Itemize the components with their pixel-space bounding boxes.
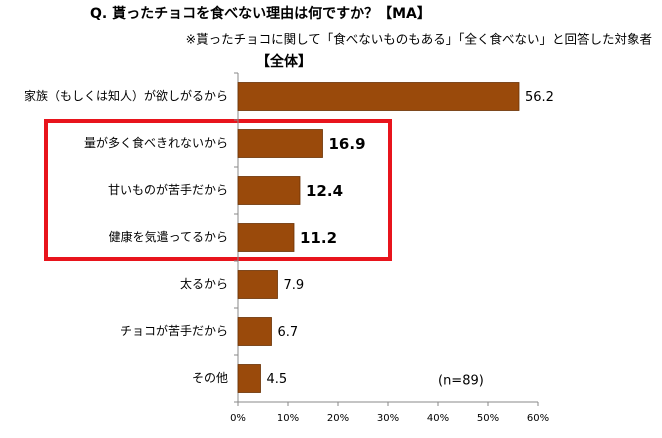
category-label: 量が多く食べきれないから [84, 135, 228, 150]
bar [237, 270, 278, 299]
highlight-box [44, 119, 392, 261]
x-tick-label: 30% [377, 413, 399, 424]
value-label: 56.2 [525, 90, 554, 105]
category-label: その他 [192, 371, 228, 385]
x-tick-label: 60% [527, 413, 549, 424]
x-tick-label: 20% [327, 413, 349, 424]
bar [237, 176, 301, 205]
category-label: 健康を気遣ってるから [109, 229, 228, 244]
x-tick-label: 10% [277, 413, 299, 424]
chart-subtitle: ※貰ったチョコに関して「食べないものもある」「全く食べない」と回答した対象者 [186, 32, 652, 47]
bar [237, 82, 520, 111]
bar [237, 129, 323, 158]
value-label: 12.4 [306, 182, 343, 200]
chart-title: Q. 貰ったチョコを食べない理由は何ですか？【MA】 [90, 5, 431, 22]
annotation: (n=89) [438, 374, 484, 389]
group-label: 【全体】 [256, 53, 312, 70]
category-label: 太るから [180, 276, 228, 291]
bar [237, 317, 272, 346]
category-label: 甘いものが苦手だから [108, 182, 228, 197]
value-label: 11.2 [300, 229, 337, 247]
x-tick-label: 40% [427, 413, 449, 424]
x-tick-label: 50% [477, 413, 499, 424]
x-tick-label: 0% [230, 413, 246, 424]
bar [237, 364, 261, 393]
bar [237, 223, 295, 252]
value-label: 6.7 [278, 325, 299, 340]
category-label: 家族（もしくは知人）が欲しがるから [24, 88, 228, 103]
value-label: 16.9 [329, 135, 366, 153]
value-label: 7.9 [284, 278, 305, 293]
category-label: チョコが苦手だから [120, 323, 228, 338]
value-label: 4.5 [267, 372, 288, 387]
